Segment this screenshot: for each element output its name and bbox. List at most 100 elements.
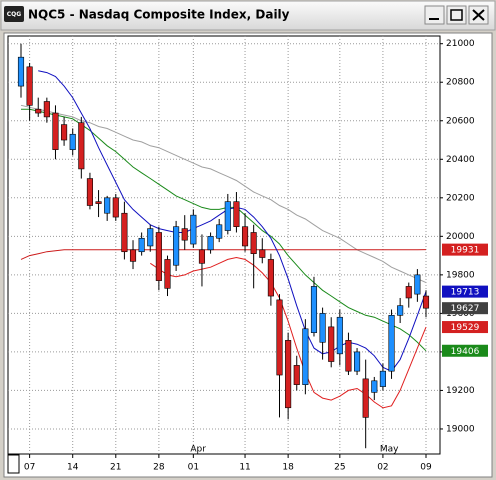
y-tick-label: 20200 [446, 193, 475, 203]
candle-body [181, 228, 188, 241]
price-tag [442, 321, 488, 334]
candle-body [362, 378, 369, 418]
price-tag [442, 285, 488, 298]
x-tick-label: 14 [67, 463, 79, 473]
candle-body [224, 201, 231, 231]
price-tag-label: 19931 [451, 246, 480, 256]
candle-body [104, 197, 111, 214]
indicator-line [20, 104, 427, 284]
maximize-button[interactable] [446, 5, 467, 25]
candle-body [267, 259, 274, 297]
candle-body [345, 340, 352, 372]
x-tick-label: 21 [110, 463, 121, 473]
y-tick-label: 21000 [446, 39, 475, 49]
candle-body [95, 201, 102, 204]
scroll-box[interactable] [7, 454, 20, 474]
price-tag-label: 19627 [451, 304, 480, 314]
price-tag-label: 19529 [451, 323, 480, 333]
candle-body [164, 259, 171, 289]
candle-body [198, 249, 206, 264]
maximize-icon [450, 9, 463, 21]
price-tag [442, 243, 488, 256]
y-tick-label: 19200 [446, 386, 475, 396]
candle-body [26, 66, 33, 106]
candle-body [43, 101, 50, 118]
minimize-button[interactable] [424, 5, 445, 25]
candle-body [233, 201, 240, 228]
candle-body [310, 286, 318, 333]
candle-body [388, 315, 395, 372]
candle-body [190, 214, 197, 245]
price-tag-label: 19406 [451, 347, 480, 357]
indicator-line [21, 108, 427, 352]
candle-body [17, 56, 25, 87]
candle-body [52, 112, 59, 150]
x-tick-label: 28 [153, 463, 165, 473]
y-tick-label: 20000 [446, 232, 475, 242]
indicator-lines [20, 70, 427, 409]
candle-body [414, 274, 421, 295]
period-label: May [380, 445, 399, 455]
y-tick-label: 20600 [446, 116, 475, 126]
candle-body [216, 224, 223, 239]
x-tick-label: 25 [334, 463, 345, 473]
candle-body [276, 299, 283, 376]
candle-body [422, 295, 430, 309]
candle-body [155, 232, 162, 281]
candle-body [302, 328, 309, 385]
x-tick-label: 07 [24, 463, 35, 473]
candle-body [293, 365, 300, 385]
indicator-line [20, 249, 427, 260]
price-tag [442, 302, 488, 315]
candle-body [61, 124, 68, 141]
app-icon [4, 6, 24, 22]
candle-body [354, 351, 361, 372]
candle-body [336, 316, 343, 355]
candle-body [173, 226, 180, 266]
candle-body [241, 226, 249, 247]
chart-layer: 1900019200194001960019800200002020020400… [8, 36, 488, 473]
candle-body [78, 122, 85, 170]
candle-body [138, 237, 145, 253]
grid [8, 36, 440, 454]
title-bar [0, 0, 496, 31]
candle-body [207, 236, 214, 251]
candle-body [112, 197, 119, 218]
candle-body [259, 249, 266, 258]
candle-body [328, 326, 335, 362]
y-tick-label: 19800 [446, 270, 475, 280]
candle-body [35, 108, 42, 114]
window-buttons [424, 5, 489, 25]
x-tick-label: 18 [282, 463, 294, 473]
price-tags: 19931 19713 19627 19529 19406 [442, 243, 488, 357]
price-tag-label: 19713 [451, 288, 480, 298]
x-tick-label: 02 [377, 463, 388, 473]
candle-body [147, 228, 154, 247]
candle-body [397, 305, 404, 316]
x-tick-label: 01 [188, 463, 199, 473]
candle-body [371, 380, 378, 393]
candle-body [379, 370, 386, 387]
price-tag [442, 344, 488, 357]
indicator-line [150, 256, 427, 409]
candle-body [121, 212, 128, 253]
app-icon-text: CQG [7, 11, 22, 18]
candle-body [69, 133, 76, 150]
candle-body [285, 340, 292, 409]
indicator-line [38, 70, 427, 372]
y-tick-label: 20800 [446, 78, 475, 88]
candle-body [405, 286, 412, 299]
candle-body [250, 232, 257, 254]
close-icon [472, 9, 485, 21]
x-tick-label: 11 [239, 463, 250, 473]
period-label: Apr [190, 445, 206, 455]
candle-body [129, 249, 137, 262]
candles [17, 43, 430, 449]
y-tick-label: 19000 [446, 424, 475, 434]
window-title: NQC5 - Nasdaq Composite Index, Daily [28, 8, 290, 22]
y-tick-label: 20400 [446, 155, 475, 165]
candle-body [319, 313, 326, 343]
x-tick-label: 09 [420, 463, 432, 473]
